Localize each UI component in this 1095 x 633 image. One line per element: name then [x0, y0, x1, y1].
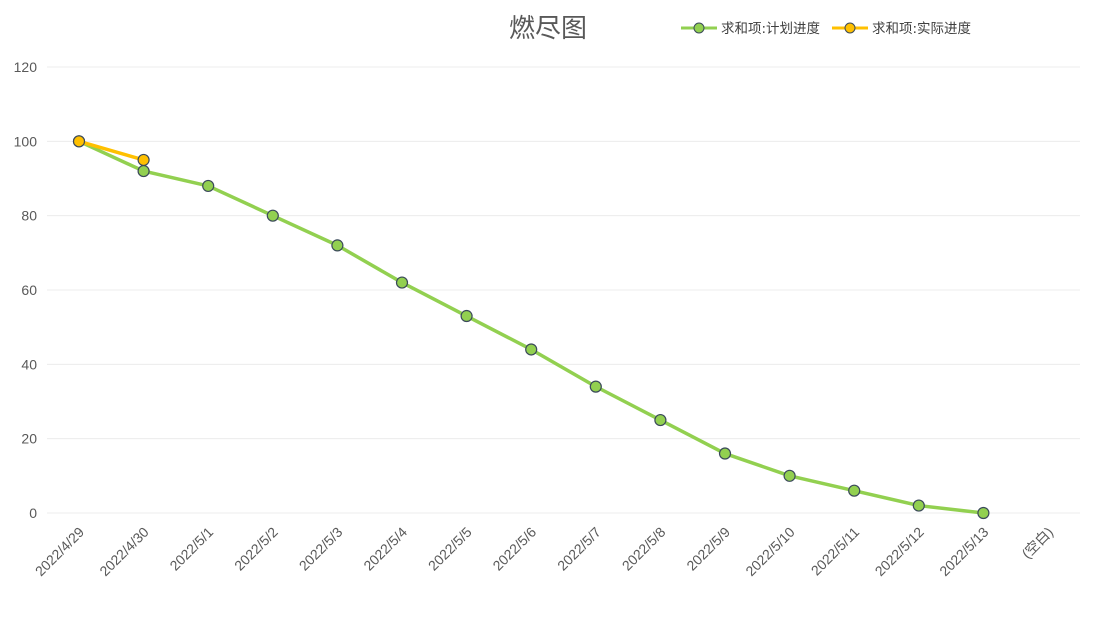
data-point [72, 135, 86, 148]
legend-label-actual: 求和项:实际进度 [872, 21, 971, 37]
data-point [977, 506, 990, 520]
legend-item-planned: 求和项:计划进度 [681, 21, 820, 37]
x-tick-label: 2022/4/30 [96, 524, 152, 580]
data-point [137, 153, 150, 167]
gridlines [47, 66, 1080, 514]
y-tick-label: 0 [29, 505, 37, 521]
x-tick-label: 2022/5/4 [360, 524, 410, 574]
x-tick-label: 2022/5/9 [683, 524, 733, 574]
series-layer [72, 135, 990, 520]
x-tick-label: 2022/5/2 [231, 524, 281, 574]
y-tick-label: 40 [21, 356, 37, 372]
legend-marker-actual [844, 22, 856, 34]
x-tick-label: 2022/5/1 [166, 524, 216, 574]
series-line [77, 139, 986, 515]
data-point [395, 276, 409, 289]
series-1 [72, 135, 150, 167]
y-axis-ticks: 0 20 40 60 80 100 120 [14, 59, 38, 521]
legend: 求和项:计划进度 求和项:实际进度 [681, 21, 971, 37]
y-tick-label: 120 [14, 59, 38, 75]
x-tick-label: 2022/5/13 [936, 524, 992, 580]
series-line [77, 139, 146, 162]
data-point [912, 499, 925, 512]
data-point [654, 413, 667, 427]
legend-item-actual: 求和项:实际进度 [832, 21, 971, 37]
data-point [718, 447, 732, 460]
x-tick-label: 2022/5/3 [296, 524, 346, 574]
x-tick-label: 2022/5/7 [554, 524, 604, 574]
x-tick-label: 2022/5/8 [619, 524, 669, 574]
chart-title: 燃尽图 [509, 14, 587, 44]
data-point [848, 484, 861, 497]
x-tick-label: 2022/5/11 [808, 524, 863, 579]
data-point [266, 209, 279, 222]
x-axis-ticks: 2022/4/29 2022/4/30 2022/5/1 2022/5/2 2022/5… [32, 524, 1056, 580]
data-point [525, 343, 538, 356]
data-point [331, 239, 344, 252]
x-tick-label: (空白) [1018, 524, 1056, 562]
data-point [137, 164, 150, 178]
series-0 [72, 135, 990, 520]
legend-marker-planned [693, 22, 705, 34]
data-point [589, 380, 602, 393]
x-tick-label: 2022/5/10 [742, 524, 798, 580]
x-tick-label: 2022/5/6 [489, 524, 539, 574]
y-tick-label: 80 [21, 208, 37, 224]
x-tick-label: 2022/4/29 [32, 524, 88, 580]
x-tick-label: 2022/5/12 [872, 524, 928, 580]
x-tick-label: 2022/5/5 [425, 524, 475, 574]
data-point [783, 469, 796, 482]
legend-label-planned: 求和项:计划进度 [721, 21, 820, 37]
data-point [460, 309, 473, 323]
y-tick-label: 100 [14, 133, 38, 149]
data-point [202, 179, 215, 193]
y-tick-label: 20 [21, 431, 37, 447]
y-tick-label: 60 [21, 282, 37, 298]
